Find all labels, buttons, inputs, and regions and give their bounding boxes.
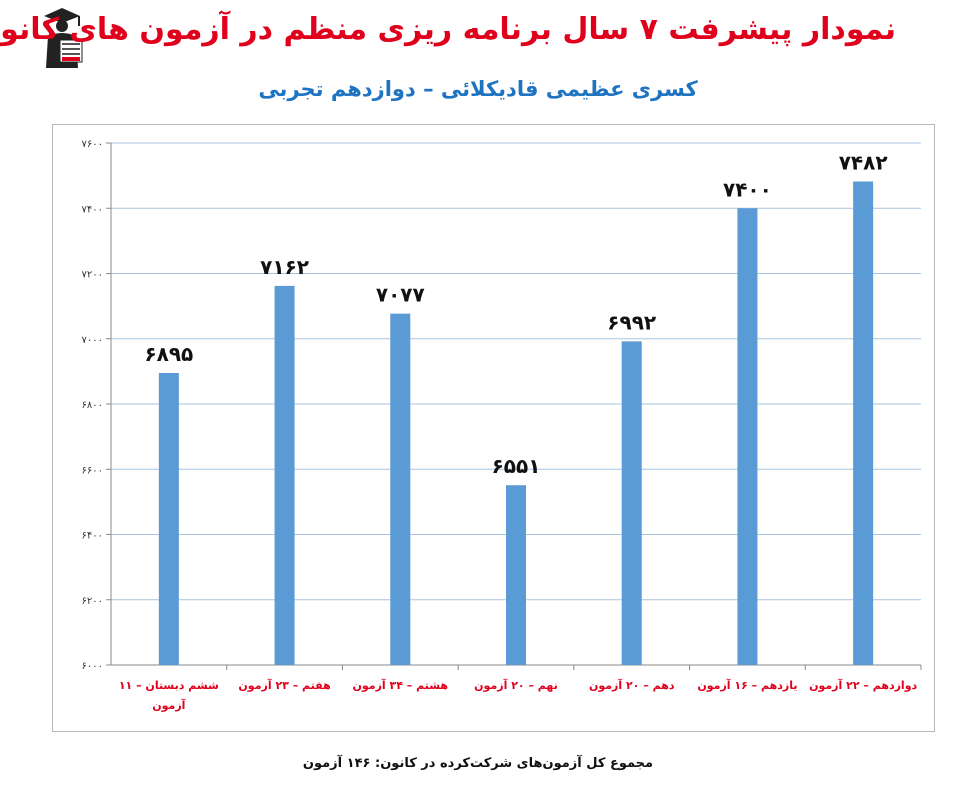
chart-frame: ۶۰۰۰ ۶۲۰۰ ۶۴۰۰ ۶۶۰۰ ۶۸۰۰ ۷۰۰۰ ۷۲۰۰ ۷۴۰۰ ۷۶۰۰ ۶۸۹۵… [52, 124, 935, 732]
category-label-line: نهم – ۲۰ آزمون [474, 678, 558, 692]
bar-value-label: ۶۹۹۲ [607, 310, 656, 334]
footer-summary: مجموع کل آزمون‌های شرکت‌کرده در کانون: ۱… [302, 756, 654, 771]
y-tick-label: ۶۸۰۰ [82, 400, 103, 411]
kanoon-logo [40, 6, 86, 72]
category-label-line: ششم دبستان – ۱۱ [119, 679, 219, 692]
bar-value-label: ۷۴۰۰ [723, 177, 772, 201]
y-tick-label: ۷۶۰۰ [82, 139, 103, 150]
bar-chart: ۶۰۰۰ ۶۲۰۰ ۶۴۰۰ ۶۶۰۰ ۶۸۰۰ ۷۰۰۰ ۷۲۰۰ ۷۴۰۰ ۷۶۰۰ ۶۸۹۵… [82, 139, 922, 712]
bar-value-label: ۷۰۷۷ [376, 283, 425, 307]
category-label-line: هشتم – ۳۴ آزمون [352, 678, 448, 692]
y-tick-label: ۶۴۰۰ [82, 531, 103, 542]
category-label: ششم دبستان – ۱۱ آزمون [119, 679, 219, 712]
y-tick-label: ۶۲۰۰ [82, 596, 103, 607]
category-label-line: یازدهم – ۱۶ آزمون [697, 678, 797, 692]
bar [853, 181, 874, 665]
bar [506, 485, 526, 665]
bar [737, 208, 758, 665]
bar [390, 313, 411, 665]
bar-value-label: ۶۸۹۵ [144, 342, 193, 366]
y-tick-label: ۶۶۰۰ [82, 465, 103, 476]
y-tick-label: ۷۰۰۰ [82, 335, 103, 346]
category-label: هشتم – ۳۴ آزمون [352, 678, 448, 692]
category-label-line: هفتم – ۲۳ آزمون [238, 678, 330, 692]
bar-value-label: ۷۱۶۲ [260, 255, 309, 279]
page-title: نمودار پیشرفت ۷ سال برنامه ریزی منظم در … [0, 12, 896, 47]
y-tick-label: ۷۴۰۰ [82, 204, 103, 215]
category-label: یازدهم – ۱۶ آزمون [697, 678, 797, 692]
category-label: هفتم – ۲۳ آزمون [238, 678, 330, 692]
category-label: نهم – ۲۰ آزمون [474, 678, 558, 692]
category-label-line: دوازدهم – ۲۲ آزمون [809, 678, 917, 692]
bar [621, 341, 642, 665]
bar-value-label: ۷۴۸۲ [839, 150, 888, 174]
category-label: دوازدهم – ۲۲ آزمون [809, 678, 917, 692]
category-label-line: آزمون [152, 698, 185, 712]
category-label-line: دهم – ۲۰ آزمون [589, 678, 675, 692]
category-label: دهم – ۲۰ آزمون [589, 678, 675, 692]
page-subtitle: کسری عظیمی قادیکلائی – دوازدهم تجربی [258, 77, 698, 101]
bar [158, 373, 179, 665]
bar [274, 285, 295, 665]
y-tick-label: ۶۰۰۰ [82, 661, 103, 672]
y-tick-label: ۷۲۰۰ [82, 270, 103, 281]
bar-value-label: ۶۵۵۱ [492, 454, 541, 478]
